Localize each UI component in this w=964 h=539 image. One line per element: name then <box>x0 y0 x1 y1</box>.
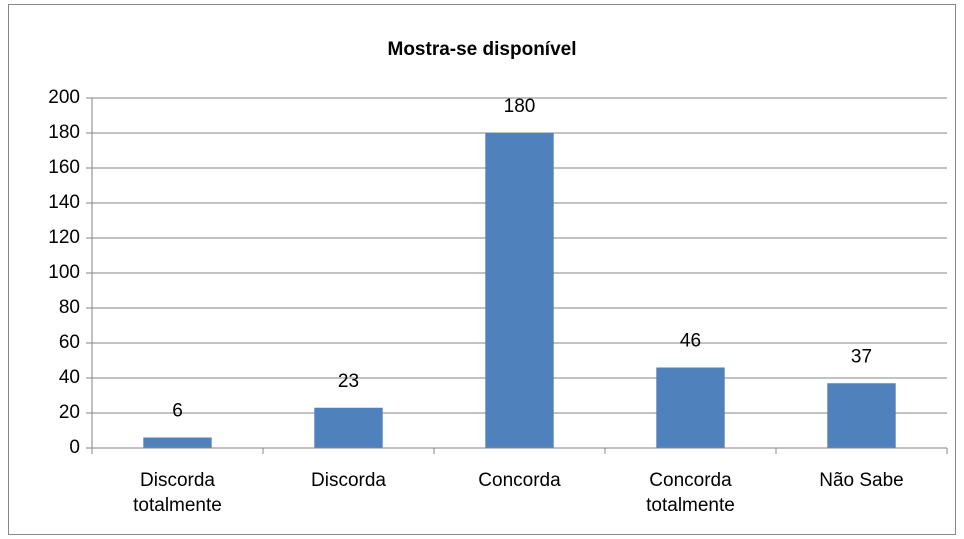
data-label: 46 <box>680 331 701 352</box>
y-tick-label: 160 <box>48 157 80 178</box>
bar <box>314 407 383 448</box>
bar <box>827 383 896 448</box>
data-label: 6 <box>172 401 183 422</box>
data-label: 37 <box>851 346 872 367</box>
y-tick-label: 40 <box>59 367 80 388</box>
x-tick-label: Concorda <box>478 470 561 491</box>
chart-title: Mostra-se disponível <box>388 39 577 60</box>
bar <box>143 437 212 448</box>
data-label: 23 <box>338 371 359 392</box>
y-tick-label: 120 <box>48 227 80 248</box>
x-tick-label: Concorda totalmente <box>646 470 735 516</box>
x-tick-label: Discorda <box>311 470 386 491</box>
chart-frame <box>8 4 956 535</box>
x-tick-label: Discorda totalmente <box>133 470 222 516</box>
y-tick-label: 60 <box>59 332 80 353</box>
y-tick-label: 200 <box>48 87 80 108</box>
y-tick-label: 0 <box>69 437 80 458</box>
y-tick-label: 100 <box>48 262 80 283</box>
y-tick-label: 140 <box>48 192 80 213</box>
bar <box>485 133 554 448</box>
y-tick-label: 180 <box>48 122 80 143</box>
x-tick-label: Não Sabe <box>819 470 904 491</box>
y-tick-label: 20 <box>59 402 80 423</box>
bar <box>656 367 725 448</box>
data-label: 180 <box>504 96 536 117</box>
y-tick-label: 80 <box>59 297 80 318</box>
